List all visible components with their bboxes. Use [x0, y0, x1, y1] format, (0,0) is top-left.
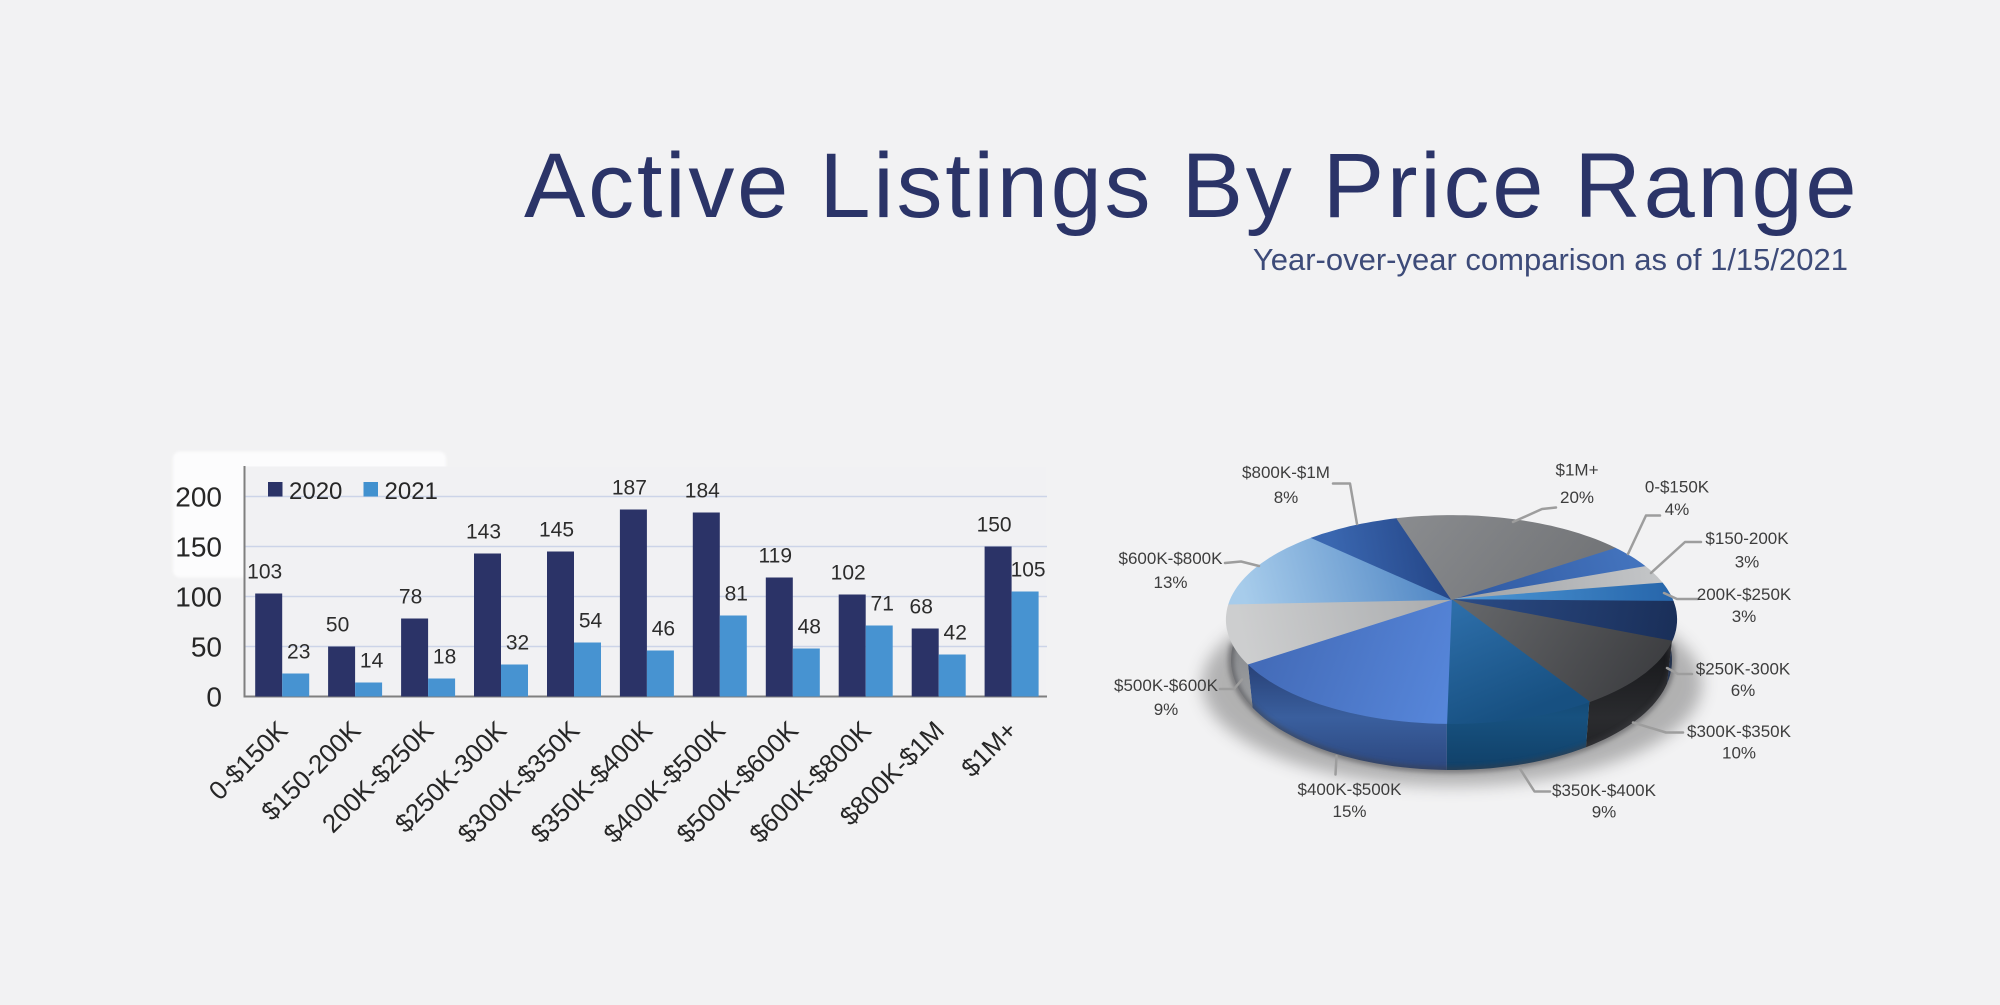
svg-text:78: 78 — [399, 586, 422, 609]
svg-text:2021: 2021 — [385, 478, 438, 505]
svg-text:48: 48 — [798, 616, 821, 639]
svg-text:10%: 10% — [1722, 744, 1756, 763]
svg-text:46: 46 — [652, 618, 675, 641]
svg-text:$400K-$500K: $400K-$500K — [1298, 780, 1403, 799]
svg-text:50: 50 — [191, 632, 222, 663]
svg-text:4%: 4% — [1665, 500, 1690, 519]
svg-text:32: 32 — [506, 632, 529, 655]
svg-text:150: 150 — [175, 532, 222, 563]
svg-text:102: 102 — [831, 562, 866, 585]
svg-text:145: 145 — [539, 519, 574, 542]
svg-text:$600K-$800K: $600K-$800K — [1119, 549, 1224, 568]
svg-text:9%: 9% — [1592, 803, 1617, 822]
svg-text:42: 42 — [944, 622, 967, 645]
svg-text:2020: 2020 — [289, 478, 342, 505]
svg-text:200: 200 — [175, 482, 222, 513]
svg-text:0: 0 — [206, 682, 222, 713]
svg-text:8%: 8% — [1274, 488, 1299, 507]
svg-text:9%: 9% — [1154, 700, 1179, 719]
svg-text:54: 54 — [579, 610, 603, 633]
svg-text:103: 103 — [247, 561, 282, 584]
svg-text:15%: 15% — [1332, 802, 1366, 821]
svg-text:119: 119 — [759, 545, 792, 568]
svg-text:184: 184 — [685, 480, 720, 503]
svg-text:143: 143 — [466, 521, 501, 544]
svg-text:$300K-$350K: $300K-$350K — [1687, 722, 1792, 741]
svg-text:0-$150K: 0-$150K — [1645, 478, 1710, 497]
svg-text:14: 14 — [360, 650, 384, 673]
svg-text:13%: 13% — [1153, 573, 1187, 592]
svg-text:$500K-$600K: $500K-$600K — [1114, 676, 1219, 695]
svg-text:$150-200K: $150-200K — [1705, 529, 1789, 548]
svg-text:$250K-300K: $250K-300K — [1696, 660, 1791, 679]
svg-text:50: 50 — [326, 614, 349, 637]
svg-text:$800K-$1M: $800K-$1M — [1242, 463, 1330, 482]
svg-text:Active Listings By Price Range: Active Listings By Price Range — [524, 135, 1859, 237]
svg-text:187: 187 — [612, 477, 647, 500]
svg-text:$350K-$400K: $350K-$400K — [1552, 781, 1657, 800]
svg-text:71: 71 — [871, 593, 894, 616]
svg-text:23: 23 — [287, 641, 310, 664]
svg-text:105: 105 — [1011, 559, 1046, 582]
svg-text:6%: 6% — [1731, 681, 1756, 700]
svg-text:68: 68 — [910, 596, 933, 619]
svg-text:150: 150 — [977, 514, 1012, 537]
svg-text:18: 18 — [433, 646, 456, 669]
svg-text:3%: 3% — [1732, 607, 1757, 626]
svg-text:$1M+: $1M+ — [1556, 461, 1599, 480]
svg-text:20%: 20% — [1560, 488, 1594, 507]
svg-text:200K-$250K: 200K-$250K — [1697, 585, 1792, 604]
svg-text:81: 81 — [725, 583, 748, 606]
svg-text:Year-over-year comparison as o: Year-over-year comparison as of 1/15/202… — [1253, 242, 1848, 277]
svg-text:3%: 3% — [1735, 553, 1760, 572]
svg-text:100: 100 — [175, 582, 222, 613]
